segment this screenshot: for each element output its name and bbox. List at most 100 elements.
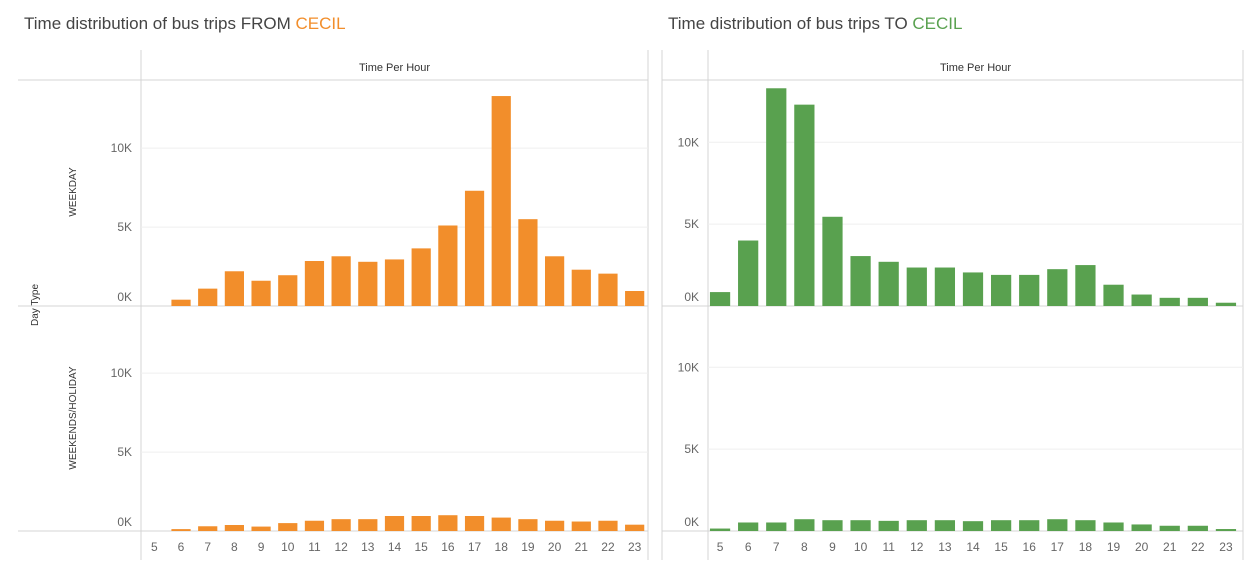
bar-weekends-holiday-19 [1103, 522, 1124, 531]
title-prefix: Time distribution of bus trips [668, 14, 885, 33]
x-tick-label: 10 [854, 540, 868, 554]
x-tick-label: 19 [521, 540, 535, 554]
bar-weekday-11 [878, 261, 899, 306]
x-tick-label: 21 [1163, 540, 1177, 554]
bar-weekday-10 [850, 256, 871, 306]
bar-weekends-holiday-23 [1215, 529, 1237, 531]
title-direction: FROM [240, 14, 296, 33]
bar-weekday-6 [738, 240, 759, 306]
bar-weekends-holiday-16 [438, 515, 458, 531]
y-tick-label: 0K [684, 290, 699, 304]
bar-weekday-19 [518, 219, 538, 306]
x-tick-label: 7 [773, 540, 780, 554]
x-tick-label: 13 [361, 540, 375, 554]
bar-weekday-21 [1159, 297, 1180, 306]
bar-weekday-15 [411, 248, 431, 306]
column-header: Time Per Hour [940, 62, 1011, 74]
bar-weekday-6 [171, 299, 191, 306]
bar-weekends-holiday-18 [1075, 520, 1096, 531]
x-tick-label: 6 [745, 540, 752, 554]
x-tick-label: 5 [151, 540, 158, 554]
x-tick-label: 12 [910, 540, 924, 554]
x-tick-label: 18 [495, 540, 509, 554]
y-tick-label: 10K [678, 135, 699, 149]
bar-weekends-holiday-9 [251, 526, 271, 531]
bar-weekday-14 [384, 259, 405, 306]
bar-weekday-7 [198, 288, 218, 306]
bar-weekends-holiday-10 [850, 520, 871, 531]
bar-weekends-holiday-6 [171, 529, 191, 531]
x-tick-label: 22 [1191, 540, 1205, 554]
bar-weekday-21 [571, 269, 591, 306]
bar-weekday-15 [990, 274, 1012, 306]
bar-weekends-holiday-17 [464, 516, 485, 531]
bar-weekday-10 [278, 275, 298, 306]
bar-weekday-20 [1131, 294, 1152, 306]
bar-weekends-holiday-15 [990, 520, 1012, 531]
x-tick-label: 7 [204, 540, 211, 554]
row-axis-label: Day Type [30, 284, 41, 326]
bar-weekends-holiday-7 [766, 522, 787, 531]
row-label: WEEKDAY [68, 167, 79, 217]
x-tick-label: 11 [882, 540, 895, 554]
x-tick-label: 12 [334, 540, 348, 554]
column-header: Time Per Hour [359, 62, 430, 74]
bar-weekends-holiday-8 [224, 525, 245, 531]
bar-weekday-18 [491, 96, 511, 306]
y-tick-label: 5K [684, 217, 699, 231]
x-tick-label: 13 [938, 540, 952, 554]
bar-weekends-holiday-19 [518, 519, 538, 531]
bar-weekday-23 [625, 291, 645, 306]
x-tick-label: 8 [231, 540, 238, 554]
bar-weekends-holiday-13 [934, 520, 956, 531]
x-tick-label: 17 [1051, 540, 1065, 554]
bar-weekday-8 [794, 104, 815, 307]
bar-weekends-holiday-13 [358, 519, 378, 531]
bar-weekday-13 [934, 267, 956, 306]
bar-weekday-23 [1215, 302, 1237, 306]
x-tick-label: 20 [548, 540, 562, 554]
x-tick-label: 8 [801, 540, 808, 554]
chart-from-cecil: Time Per Hour 0K 5K 10K WEEKDAY 0K 5K 10K WEEKEN… [18, 50, 649, 560]
bar-weekends-holiday-23 [625, 524, 645, 531]
x-tick-label: 10 [281, 540, 295, 554]
bar-weekends-holiday-14 [384, 516, 405, 531]
x-tick-label: 15 [415, 540, 429, 554]
bar-weekends-holiday-11 [304, 520, 325, 531]
bar-weekends-holiday-21 [571, 521, 591, 531]
bar-weekends-holiday-18 [491, 517, 511, 531]
y-tick-label: 5K [117, 220, 132, 234]
bar-weekday-8 [224, 271, 245, 306]
bar-weekday-7 [766, 88, 787, 306]
row-label: WEEKENDS/HOLIDAY [68, 366, 79, 469]
x-tick-label: 16 [441, 540, 455, 554]
y-tick-label: 10K [678, 360, 699, 374]
x-tick-label: 18 [1079, 540, 1093, 554]
chart-title-to: Time distribution of bus trips TO CECIL [668, 14, 962, 34]
bar-weekends-holiday-22 [1187, 525, 1208, 531]
bar-weekday-18 [1075, 265, 1096, 306]
bar-weekends-holiday-7 [198, 526, 218, 531]
x-tick-label: 14 [388, 540, 402, 554]
bar-weekday-13 [358, 261, 378, 306]
bar-weekends-holiday-22 [598, 520, 618, 531]
x-tick-label: 16 [1023, 540, 1037, 554]
x-tick-label: 23 [1219, 540, 1233, 554]
bar-weekday-22 [1187, 297, 1208, 306]
bar-weekends-holiday-11 [878, 520, 899, 531]
title-place: CECIL [295, 14, 346, 33]
bar-weekends-holiday-10 [278, 523, 298, 531]
y-tick-label: 10K [111, 366, 132, 380]
bar-weekends-holiday-6 [738, 522, 759, 531]
bar-weekday-20 [544, 256, 565, 306]
bar-weekends-holiday-15 [411, 516, 431, 531]
x-tick-label: 15 [994, 540, 1008, 554]
x-tick-label: 5 [717, 540, 724, 554]
bar-weekday-16 [1019, 274, 1040, 306]
bar-weekends-holiday-5 [709, 528, 731, 531]
bar-weekends-holiday-12 [906, 520, 927, 531]
bar-weekends-holiday-8 [794, 519, 815, 531]
bar-weekends-holiday-16 [1019, 520, 1040, 531]
x-tick-label: 9 [258, 540, 265, 554]
